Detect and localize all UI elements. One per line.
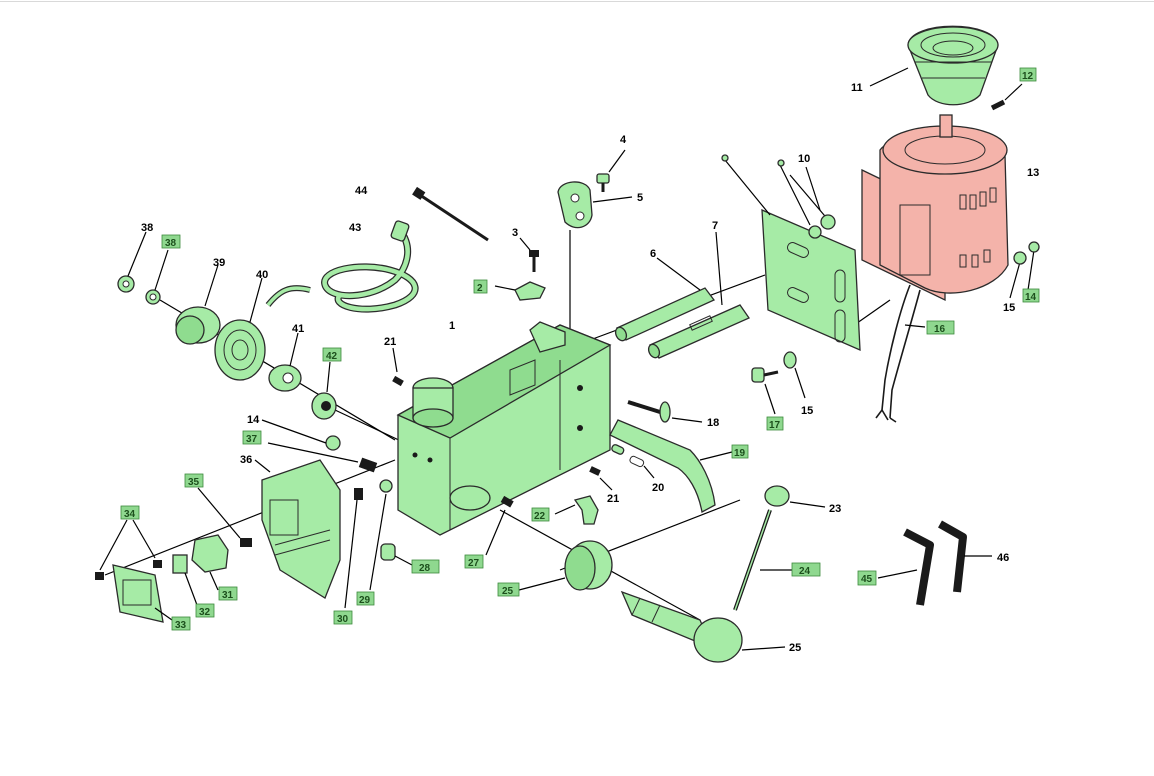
callout-3: 3: [512, 227, 518, 239]
callout-46: 46: [997, 552, 1009, 564]
part-44-long-bolt: [412, 186, 489, 242]
callout-15-motor: 15: [1003, 302, 1015, 314]
part-35-screw: [197, 487, 252, 547]
part-32-clip: [172, 554, 198, 606]
callout-15-lower: 15: [801, 405, 813, 417]
part-39-knob: [175, 264, 221, 345]
callout-45: 45: [861, 574, 873, 585]
callout-13: 13: [1027, 167, 1039, 179]
callout-20: 20: [652, 482, 664, 494]
callout-34: 34: [124, 509, 136, 520]
callout-39: 39: [213, 257, 225, 269]
part-34-screws: [95, 519, 162, 580]
callout-14-left: 14: [247, 414, 260, 426]
part-28-plug: [380, 543, 413, 566]
callout-30: 30: [337, 614, 349, 625]
callout-5: 5: [637, 192, 643, 204]
callout-10: 10: [798, 153, 810, 165]
part-10-bolts: [777, 159, 836, 239]
callout-37: 37: [246, 434, 258, 445]
part-11-pulley: [869, 25, 999, 106]
part-19-handle: [609, 419, 733, 513]
callout-29: 29: [359, 595, 371, 606]
part-30-bolt: [344, 488, 363, 609]
callout-2: 2: [477, 283, 483, 294]
callout-7: 7: [712, 220, 718, 232]
callout-25-collar: 25: [502, 586, 514, 597]
callout-14-motor: 14: [1025, 292, 1037, 303]
part-31-block: [191, 534, 229, 591]
callout-11: 11: [851, 82, 863, 94]
part-29-nut: [369, 479, 393, 591]
part-4-bolt: [596, 149, 626, 192]
callout-42: 42: [326, 351, 338, 362]
part-12-set-screw: [990, 83, 1023, 111]
callout-6: 6: [650, 248, 656, 260]
part-27-screw: [485, 495, 514, 556]
part-14-15-motor-bolts: [1009, 241, 1040, 299]
part-38-nuts: [117, 231, 169, 305]
callout-21-upper: 21: [384, 336, 396, 348]
part-17-bolt: [751, 367, 779, 415]
callout-44: 44: [355, 185, 368, 197]
callout-33: 33: [175, 620, 187, 631]
callout-38-tag: 38: [165, 238, 177, 249]
part-13-motor: [861, 114, 1009, 302]
part-23-knob: [764, 485, 826, 508]
callout-19: 19: [734, 448, 746, 459]
callout-16: 16: [934, 324, 946, 335]
callout-35: 35: [188, 477, 200, 488]
part-41-washer: [268, 332, 302, 392]
part-37-spring: [267, 442, 378, 473]
callout-31: 31: [222, 590, 234, 601]
callout-43: 43: [349, 222, 361, 234]
callout-38: 38: [141, 222, 153, 234]
callout-24: 24: [799, 566, 811, 577]
callout-32: 32: [199, 607, 211, 618]
part-5-bracket: [557, 181, 633, 229]
part-24-rod: [733, 509, 792, 611]
part-46-hex-key: [938, 520, 992, 593]
callout-17: 17: [769, 420, 781, 431]
part-3-screw: [519, 237, 539, 272]
part-33-plate: [112, 564, 173, 623]
plain-callouts: 1 3 4 5 6 7 10 11 13 14 15 15 18 20 21 2…: [141, 82, 1039, 654]
callout-21-lower: 21: [607, 493, 619, 505]
callout-36: 36: [240, 454, 252, 466]
callout-4: 4: [620, 134, 627, 146]
part-20-pin: [629, 455, 655, 479]
callout-18: 18: [707, 417, 719, 429]
part-16-motor-wire: [875, 284, 926, 423]
part-7-keyed-shaft: [647, 231, 750, 359]
callout-41: 41: [292, 323, 304, 335]
part-25-collar: [518, 540, 613, 591]
callout-22: 22: [534, 511, 546, 522]
part-14-nut: [261, 419, 341, 451]
callout-40: 40: [256, 269, 268, 281]
callout-23: 23: [829, 503, 841, 515]
tagged-callouts: 2 12 14 16 17 19 22 24 25 27 28 29 30 31…: [120, 67, 1040, 631]
part-36-cover: [254, 459, 341, 599]
part-22-fitting: [554, 495, 599, 525]
part-45-hex-key: [877, 528, 934, 606]
callout-28: 28: [419, 563, 431, 574]
callout-1: 1: [449, 320, 455, 332]
part-21-set-screws: [392, 347, 625, 491]
callout-12: 12: [1022, 71, 1034, 82]
part-40-spring: [214, 277, 266, 381]
part-motor-plate: [721, 154, 861, 352]
part-43-cord: [265, 220, 419, 313]
callout-27: 27: [468, 558, 480, 569]
part-42-hub: [311, 361, 337, 420]
part-25-quill: [620, 590, 786, 663]
part-15-washer: [783, 351, 806, 399]
part-18-screw: [627, 400, 703, 423]
part-2-clamp: [494, 281, 546, 301]
callout-25: 25: [789, 642, 801, 654]
part-1-housing: [396, 321, 612, 536]
part-6-shaft: [614, 257, 716, 342]
